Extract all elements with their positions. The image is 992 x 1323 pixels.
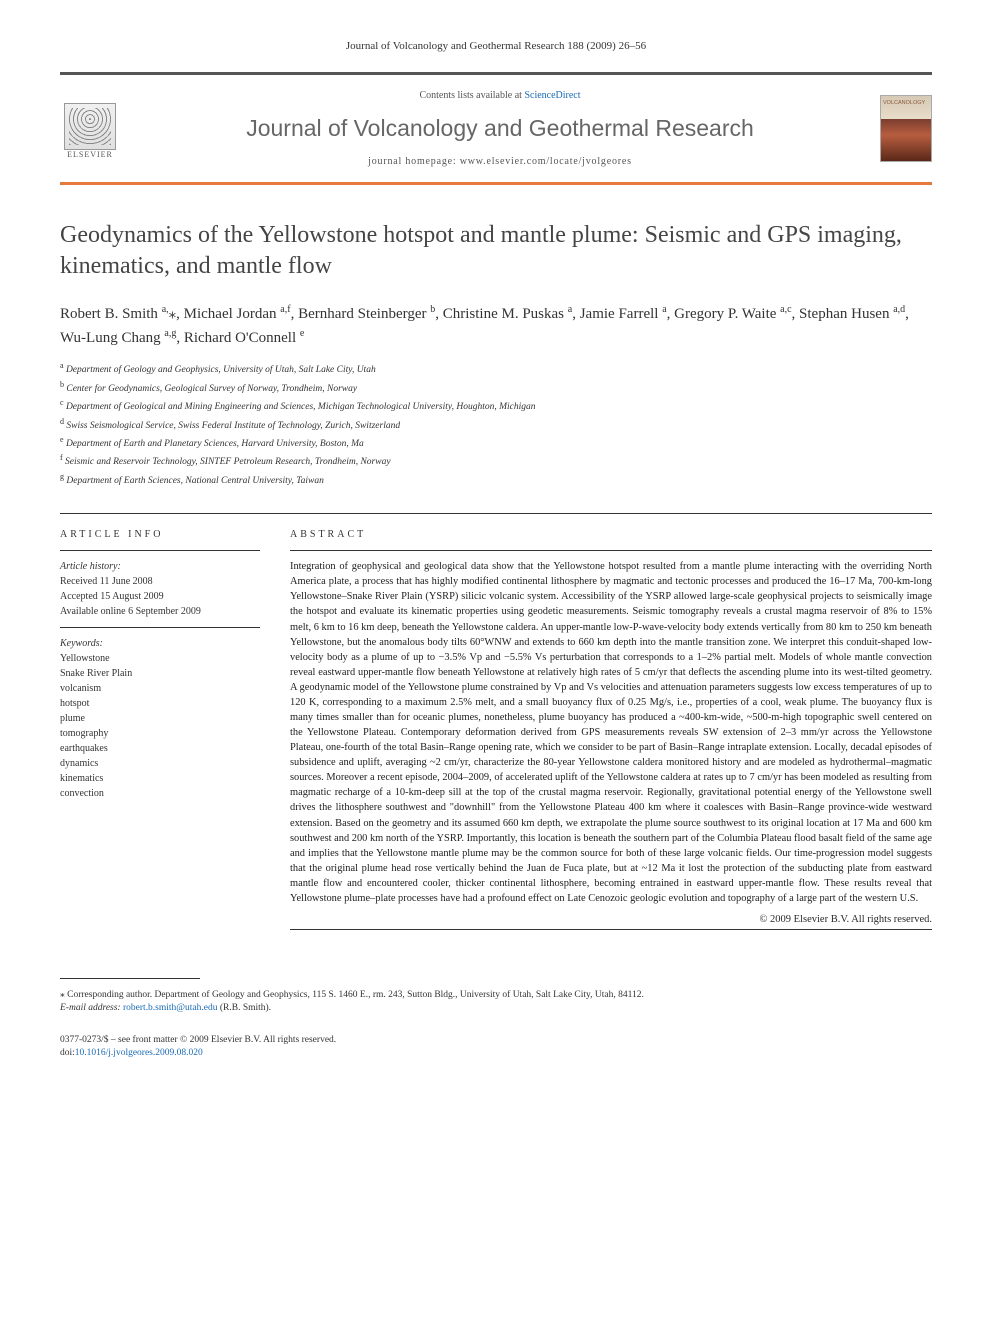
author: Richard O'Connell e — [184, 330, 304, 346]
corresp-text: Corresponding author. Department of Geol… — [67, 990, 644, 1000]
author: Wu-Lung Chang a,g — [60, 330, 176, 346]
homepage-line: journal homepage: www.elsevier.com/locat… — [120, 156, 880, 167]
elsevier-tree-icon — [64, 103, 116, 150]
article-info-heading: ARTICLE INFO — [60, 529, 260, 540]
sciencedirect-link[interactable]: ScienceDirect — [524, 90, 580, 101]
affiliation: c Department of Geological and Mining En… — [60, 397, 932, 414]
copyright-line: © 2009 Elsevier B.V. All rights reserved… — [290, 914, 932, 925]
keyword: Yellowstone — [60, 651, 260, 666]
article-title: Geodynamics of the Yellowstone hotspot a… — [60, 220, 932, 282]
keyword: kinematics — [60, 771, 260, 786]
author: Christine M. Puskas a — [443, 306, 572, 322]
abstract-text: Integration of geophysical and geologica… — [290, 559, 932, 906]
affiliation: b Center for Geodynamics, Geological Sur… — [60, 379, 932, 396]
keyword: tomography — [60, 726, 260, 741]
affiliation-list: a Department of Geology and Geophysics, … — [60, 360, 932, 488]
journal-masthead: ELSEVIER Contents lists available at Sci… — [60, 72, 932, 185]
affiliation: e Department of Earth and Planetary Scie… — [60, 434, 932, 451]
homepage-prefix: journal homepage: — [368, 156, 460, 167]
homepage-url[interactable]: www.elsevier.com/locate/jvolgeores — [460, 156, 632, 167]
keyword: plume — [60, 711, 260, 726]
affiliation: g Department of Earth Sciences, National… — [60, 471, 932, 488]
publisher-logo-block: ELSEVIER — [60, 99, 120, 159]
received-date: Received 11 June 2008 — [60, 574, 260, 589]
abstract-heading: ABSTRACT — [290, 529, 932, 540]
footer-issn: 0377-0273/$ – see front matter © 2009 El… — [60, 1034, 932, 1061]
keyword: hotspot — [60, 696, 260, 711]
author: Gregory P. Waite a,c — [674, 306, 791, 322]
keywords-label: Keywords: — [60, 636, 260, 651]
keyword: Snake River Plain — [60, 666, 260, 681]
author: Michael Jordan a,f — [184, 306, 291, 322]
issn-line: 0377-0273/$ – see front matter © 2009 El… — [60, 1034, 932, 1047]
author-list: Robert B. Smith a,⁎, Michael Jordan a,f,… — [60, 302, 932, 350]
keyword: convection — [60, 786, 260, 801]
author: Jamie Farrell a — [580, 306, 667, 322]
author: Robert B. Smith a,⁎ — [60, 306, 176, 322]
article-history: Article history: Received 11 June 2008 A… — [60, 559, 260, 619]
email-label: E-mail address: — [60, 1003, 123, 1013]
keyword: earthquakes — [60, 741, 260, 756]
affiliation: a Department of Geology and Geophysics, … — [60, 360, 932, 377]
author: Stephan Husen a,d — [799, 306, 905, 322]
affiliation: f Seismic and Reservoir Technology, SINT… — [60, 452, 932, 469]
journal-name: Journal of Volcanology and Geothermal Re… — [120, 115, 880, 142]
affiliation: d Swiss Seismological Service, Swiss Fed… — [60, 416, 932, 433]
online-date: Available online 6 September 2009 — [60, 604, 260, 619]
elsevier-logo: ELSEVIER — [60, 99, 120, 159]
corresp-name: (R.B. Smith). — [217, 1003, 271, 1013]
keywords-block: Keywords: YellowstoneSnake River Plainvo… — [60, 636, 260, 801]
keyword: dynamics — [60, 756, 260, 771]
contents-line: Contents lists available at ScienceDirec… — [120, 90, 880, 101]
corresponding-author: ⁎ Corresponding author. Department of Ge… — [60, 989, 932, 1016]
author: Bernhard Steinberger b — [298, 306, 435, 322]
doi-prefix: doi: — [60, 1048, 75, 1058]
doi-link[interactable]: 10.1016/j.jvolgeores.2009.08.020 — [75, 1048, 203, 1058]
history-label: Article history: — [60, 559, 260, 574]
corresp-star: ⁎ — [60, 990, 65, 1000]
contents-prefix: Contents lists available at — [419, 90, 524, 101]
keyword: volcanism — [60, 681, 260, 696]
accepted-date: Accepted 15 August 2009 — [60, 589, 260, 604]
corresp-email[interactable]: robert.b.smith@utah.edu — [123, 1003, 218, 1013]
running-head: Journal of Volcanology and Geothermal Re… — [60, 40, 932, 52]
journal-cover-thumb — [880, 95, 932, 162]
elsevier-label: ELSEVIER — [67, 150, 113, 159]
